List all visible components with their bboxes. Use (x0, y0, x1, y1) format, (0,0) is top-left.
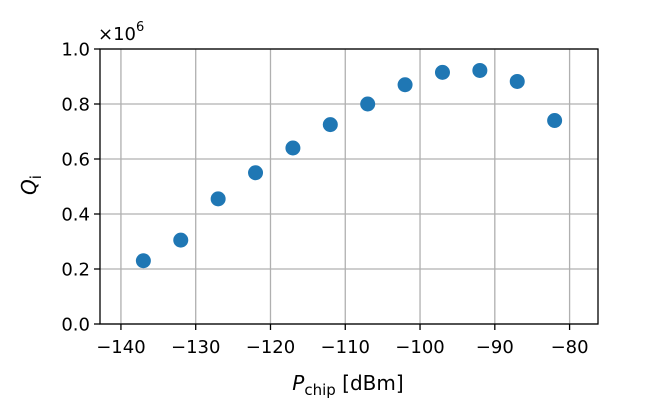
data-point-5 (322, 117, 338, 133)
x-axis-label-main: P (292, 371, 305, 395)
y-axis-multiplier: ×106 (98, 20, 144, 45)
x-axis-label-unit: [dBm] (336, 371, 404, 395)
x-axis-label: Pchip [dBm] (292, 371, 403, 399)
grid (100, 48, 598, 325)
y-tick-label: 1.0 (61, 40, 90, 61)
data-point-6 (360, 96, 376, 112)
x-tick-label: −80 (551, 337, 589, 358)
y-multiplier-base: ×10 (98, 24, 136, 45)
y-tick-label: 0.6 (61, 150, 90, 171)
data-point-8 (434, 64, 450, 80)
x-tick-label: −120 (246, 337, 295, 358)
data-points (135, 62, 563, 269)
data-point-7 (397, 77, 413, 93)
x-axis-label-sub: chip (304, 381, 335, 399)
data-point-10 (509, 73, 525, 89)
y-tick-label: 0.4 (61, 205, 90, 226)
y-multiplier-exponent: 6 (136, 20, 144, 35)
y-axis-label: Qi (17, 175, 45, 195)
x-tick-label: −90 (476, 337, 514, 358)
plot-frame (99, 48, 599, 325)
x-tick-label: −110 (321, 337, 370, 358)
x-tick-label: −100 (395, 337, 444, 358)
y-tick-label: 0.2 (61, 260, 90, 281)
y-tick-label: 0.0 (61, 315, 90, 336)
y-axis-label-sub: i (27, 175, 45, 179)
x-tick-label: −130 (171, 337, 220, 358)
data-point-1 (173, 232, 189, 248)
x-tick-label: −140 (96, 337, 145, 358)
y-axis-label-main: Q (17, 179, 41, 195)
data-point-9 (472, 62, 488, 78)
data-point-11 (547, 113, 563, 128)
data-point-3 (248, 165, 264, 181)
data-point-0 (135, 253, 151, 269)
data-point-2 (210, 191, 226, 207)
x-axis: −140 −130 −120 −110 −100 −90 −80 (96, 324, 589, 358)
data-point-4 (285, 140, 301, 156)
y-tick-label: 0.8 (61, 95, 90, 116)
y-axis: 0.0 0.2 0.4 0.6 0.8 1.0 (61, 40, 100, 336)
